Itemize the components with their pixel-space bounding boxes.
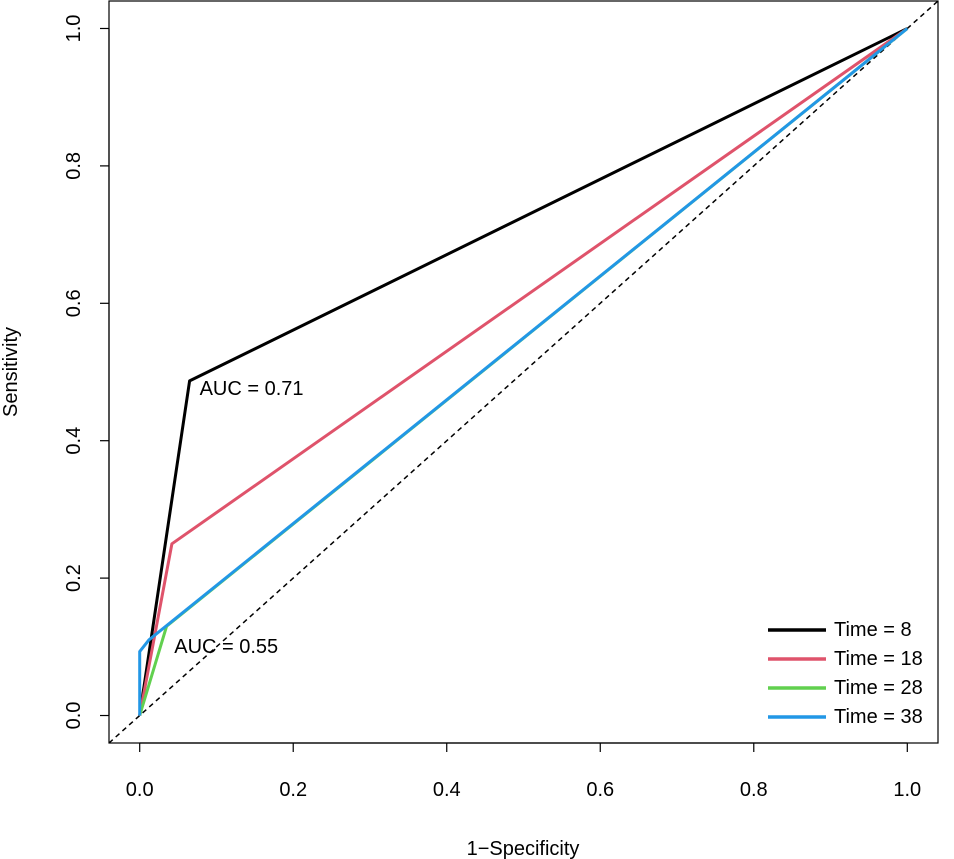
roc-series-4 [138,27,909,716]
y-axis: 0.0 0.2 0.4 0.6 0.8 1.0 [63,15,110,730]
x-axis-title: 1−Specificity [467,838,580,859]
y-tick-label: 0.0 [63,702,85,730]
x-tick-label: 0.2 [279,779,307,801]
y-axis-title: Sensitivity [0,327,22,417]
x-tick-label: 0.4 [433,779,461,801]
y-tick-label: 0.6 [63,289,85,317]
x-tick-label: 0.0 [126,779,154,801]
x-axis: 0.0 0.2 0.4 0.6 0.8 1.0 [126,742,921,801]
roc-curves [138,27,909,716]
roc-series-2 [138,27,909,716]
x-tick-label: 0.6 [586,779,614,801]
legend-label: Time = 18 [834,648,923,670]
auc-annotation: AUC = 0.71 [200,378,304,400]
roc-series-1 [138,27,908,716]
y-tick-label: 1.0 [63,15,85,43]
roc-series-3 [138,27,909,716]
legend: Time = 8 Time = 18 Time = 28 Time = 38 [768,619,923,728]
legend-label: Time = 38 [834,706,923,728]
auc-annotation: AUC = 0.55 [174,636,278,658]
x-tick-label: 1.0 [893,779,921,801]
y-tick-label: 0.2 [63,564,85,592]
reference-diagonal [108,0,939,744]
auc-annotations: AUC = 0.71 AUC = 0.55 [174,378,303,658]
reference-line [108,0,939,744]
legend-label: Time = 8 [834,619,912,641]
x-tick-label: 0.8 [740,779,768,801]
y-tick-label: 0.4 [63,427,85,455]
legend-label: Time = 28 [834,677,923,699]
y-tick-label: 0.8 [63,152,85,180]
